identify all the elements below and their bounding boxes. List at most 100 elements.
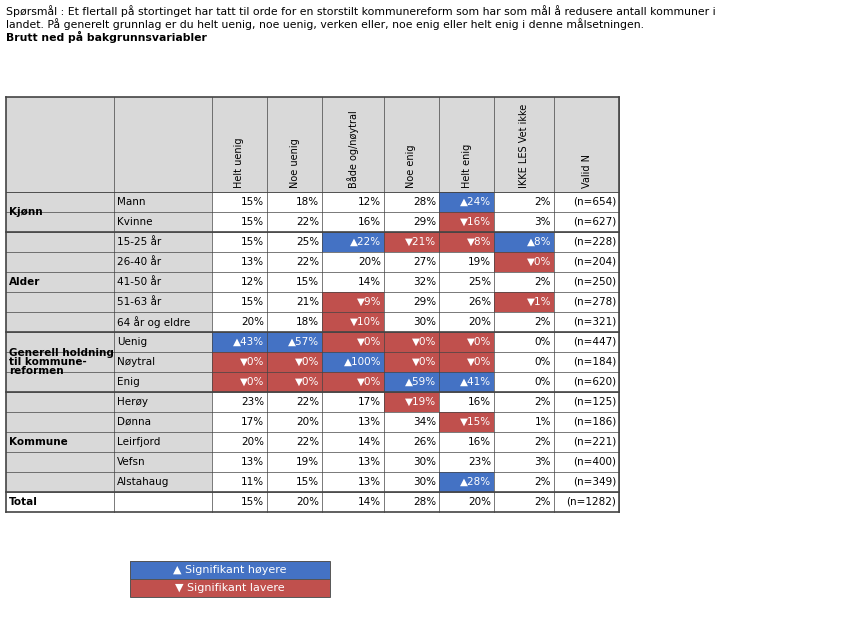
Bar [322, 232, 384, 252]
Text: 11%: 11% [241, 477, 264, 487]
Text: 2%: 2% [534, 197, 551, 207]
Text: 30%: 30% [413, 457, 436, 467]
Text: ▼ Signifikant lavere: ▼ Signifikant lavere [175, 583, 285, 593]
Text: 2%: 2% [534, 317, 551, 327]
Bar [322, 292, 384, 312]
Bar [267, 332, 322, 352]
Text: 26-40 år: 26-40 år [117, 257, 161, 267]
Text: 13%: 13% [358, 477, 381, 487]
Text: ▼19%: ▼19% [405, 397, 436, 407]
Bar [322, 312, 384, 332]
Bar [439, 352, 494, 372]
Text: 22%: 22% [296, 257, 319, 267]
Text: 25%: 25% [468, 277, 491, 287]
Text: 16%: 16% [468, 397, 491, 407]
Text: 13%: 13% [241, 257, 264, 267]
Text: 0%: 0% [534, 377, 551, 387]
Text: (n=125): (n=125) [573, 397, 616, 407]
Text: (n=627): (n=627) [573, 217, 616, 227]
Text: (n=349): (n=349) [573, 477, 616, 487]
Text: 32%: 32% [412, 277, 436, 287]
Text: 34%: 34% [412, 417, 436, 427]
Text: Kommune: Kommune [9, 437, 68, 447]
Text: 2%: 2% [534, 497, 551, 507]
Text: 16%: 16% [358, 217, 381, 227]
Text: til kommune-: til kommune- [9, 357, 86, 367]
Bar [384, 352, 439, 372]
Text: ▼0%: ▼0% [467, 337, 491, 347]
Text: ▼21%: ▼21% [405, 237, 436, 247]
Text: 14%: 14% [358, 497, 381, 507]
Text: 0%: 0% [534, 337, 551, 347]
Text: 13%: 13% [358, 417, 381, 427]
Text: 30%: 30% [413, 317, 436, 327]
Text: 21%: 21% [296, 297, 319, 307]
Text: 22%: 22% [296, 437, 319, 447]
Text: Alstahaug: Alstahaug [117, 477, 169, 487]
Text: (n=321): (n=321) [573, 317, 616, 327]
Text: 19%: 19% [468, 257, 491, 267]
Text: Alder: Alder [9, 277, 41, 287]
Text: (n=278): (n=278) [573, 297, 616, 307]
Text: 2%: 2% [534, 277, 551, 287]
Text: 41-50 år: 41-50 år [117, 277, 161, 287]
Text: 18%: 18% [296, 197, 319, 207]
Text: 29%: 29% [412, 297, 436, 307]
Bar [384, 392, 439, 412]
Text: ▼9%: ▼9% [357, 297, 381, 307]
Text: 28%: 28% [412, 497, 436, 507]
Text: reformen: reformen [9, 366, 64, 376]
Text: Enig: Enig [117, 377, 140, 387]
Text: Generell holdning: Generell holdning [9, 348, 113, 358]
Text: Dønna: Dønna [117, 417, 151, 427]
Text: ▲24%: ▲24% [460, 197, 491, 207]
Text: landet. På generelt grunnlag er du helt uenig, noe uenig, verken eller, noe enig: landet. På generelt grunnlag er du helt … [6, 18, 644, 30]
Bar [439, 372, 494, 392]
Text: 2%: 2% [534, 397, 551, 407]
Text: (n=1282): (n=1282) [566, 497, 616, 507]
Text: ▼0%: ▼0% [357, 377, 381, 387]
Bar [267, 372, 322, 392]
Text: ▼16%: ▼16% [460, 217, 491, 227]
Text: ▼1%: ▼1% [527, 297, 551, 307]
Text: (n=447): (n=447) [573, 337, 616, 347]
Text: Herøy: Herøy [117, 397, 148, 407]
Bar [267, 352, 322, 372]
Bar [439, 412, 494, 432]
Text: IKKE LES Vet ikke: IKKE LES Vet ikke [519, 103, 529, 188]
Text: 19%: 19% [296, 457, 319, 467]
Text: Mann: Mann [117, 197, 146, 207]
Bar [212, 352, 267, 372]
Bar [384, 332, 439, 352]
Text: ▼10%: ▼10% [350, 317, 381, 327]
Bar [439, 212, 494, 232]
Text: ▼0%: ▼0% [527, 257, 551, 267]
Text: 2%: 2% [534, 477, 551, 487]
Text: ▲57%: ▲57% [288, 337, 319, 347]
Text: 17%: 17% [358, 397, 381, 407]
Text: Helt enig: Helt enig [462, 144, 472, 188]
Text: 15%: 15% [241, 217, 264, 227]
Text: (n=186): (n=186) [573, 417, 616, 427]
Text: 23%: 23% [468, 457, 491, 467]
Bar [212, 372, 267, 392]
Bar [212, 332, 267, 352]
Text: 22%: 22% [296, 217, 319, 227]
Text: 20%: 20% [241, 317, 264, 327]
Text: 26%: 26% [412, 437, 436, 447]
Bar [439, 332, 494, 352]
Text: 15-25 år: 15-25 år [117, 237, 161, 247]
Bar [439, 472, 494, 492]
Text: Kvinne: Kvinne [117, 217, 152, 227]
Bar [6, 97, 619, 192]
Text: ▲59%: ▲59% [405, 377, 436, 387]
Text: ▲22%: ▲22% [350, 237, 381, 247]
Text: 14%: 14% [358, 437, 381, 447]
Text: 20%: 20% [241, 437, 264, 447]
Bar [130, 579, 330, 597]
Bar [6, 332, 212, 392]
Text: 22%: 22% [296, 397, 319, 407]
Text: Helt uenig: Helt uenig [235, 137, 245, 188]
Text: ▲ Signifikant høyere: ▲ Signifikant høyere [174, 565, 287, 575]
Text: 20%: 20% [296, 497, 319, 507]
